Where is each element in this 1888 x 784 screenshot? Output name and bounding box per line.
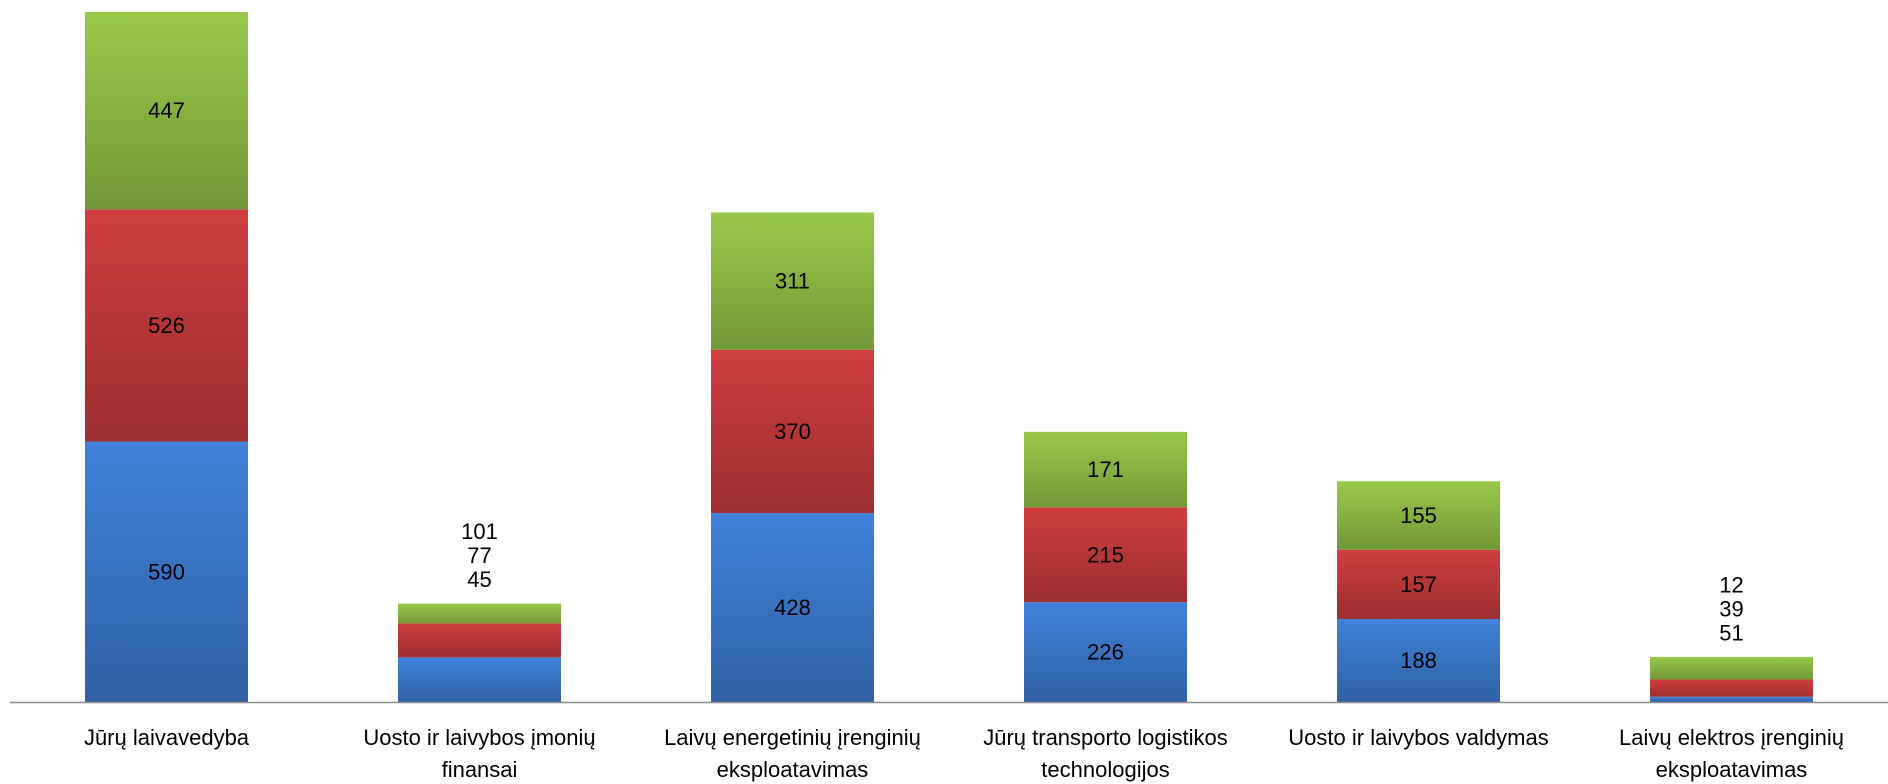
data-label: 226: [1087, 640, 1124, 665]
bar-segment: [711, 513, 874, 702]
bar-segment: [1337, 549, 1500, 620]
data-label: 447: [148, 98, 185, 123]
bar-segment: [1650, 656, 1813, 680]
data-label: 77: [467, 543, 491, 568]
bar-segment: [85, 441, 248, 702]
category-label: Jūrų transporto logistikos: [983, 725, 1228, 750]
data-label: 155: [1400, 503, 1437, 528]
category-labels-layer: Jūrų laivavedyba Uosto ir laivybos įmonių…: [84, 725, 1844, 782]
data-label: 188: [1400, 648, 1437, 673]
data-label: 171: [1087, 457, 1124, 482]
category-label: Jūrų laivavedyba: [84, 725, 250, 750]
bar-segment: [398, 603, 561, 624]
category-label: Laivų elektros įrenginių: [1619, 725, 1844, 750]
data-label: 428: [774, 595, 811, 620]
data-label: 215: [1087, 542, 1124, 567]
category-label: finansai: [442, 757, 518, 782]
data-label: 51: [1719, 620, 1743, 645]
data-label: 157: [1400, 572, 1437, 597]
data-label: 370: [774, 419, 811, 444]
data-label: 590: [148, 559, 185, 584]
category-label: Uosto ir laivybos valdymas: [1288, 725, 1548, 750]
category-label: Laivų energetinių įrenginių: [664, 725, 921, 750]
data-label: 45: [467, 567, 491, 592]
bar-segment: [398, 623, 561, 658]
bar-segment: [1650, 679, 1813, 697]
bar-segment: [1024, 431, 1187, 508]
bar-segment: [1337, 481, 1500, 550]
bar-segment: [711, 212, 874, 350]
category-label: Uosto ir laivybos įmonių: [363, 725, 595, 750]
bar-segment: [398, 657, 561, 702]
data-label: 311: [775, 269, 810, 294]
bar-segment: [85, 209, 248, 442]
bar-segment: [85, 12, 248, 210]
bar-segment: [711, 349, 874, 514]
bar-segment: [1650, 696, 1813, 702]
data-label: 101: [461, 519, 498, 544]
bar-segment: [1337, 619, 1500, 702]
bar-segment: [1024, 602, 1187, 702]
bar-segment: [1024, 507, 1187, 603]
bars-layer: [85, 12, 1813, 702]
category-label: eksploatavimas: [1656, 757, 1808, 782]
data-label: 526: [148, 313, 185, 338]
data-label: 12: [1719, 572, 1743, 597]
category-label: technologijos: [1041, 757, 1169, 782]
data-label: 39: [1719, 596, 1743, 621]
category-label: eksploatavimas: [717, 757, 869, 782]
